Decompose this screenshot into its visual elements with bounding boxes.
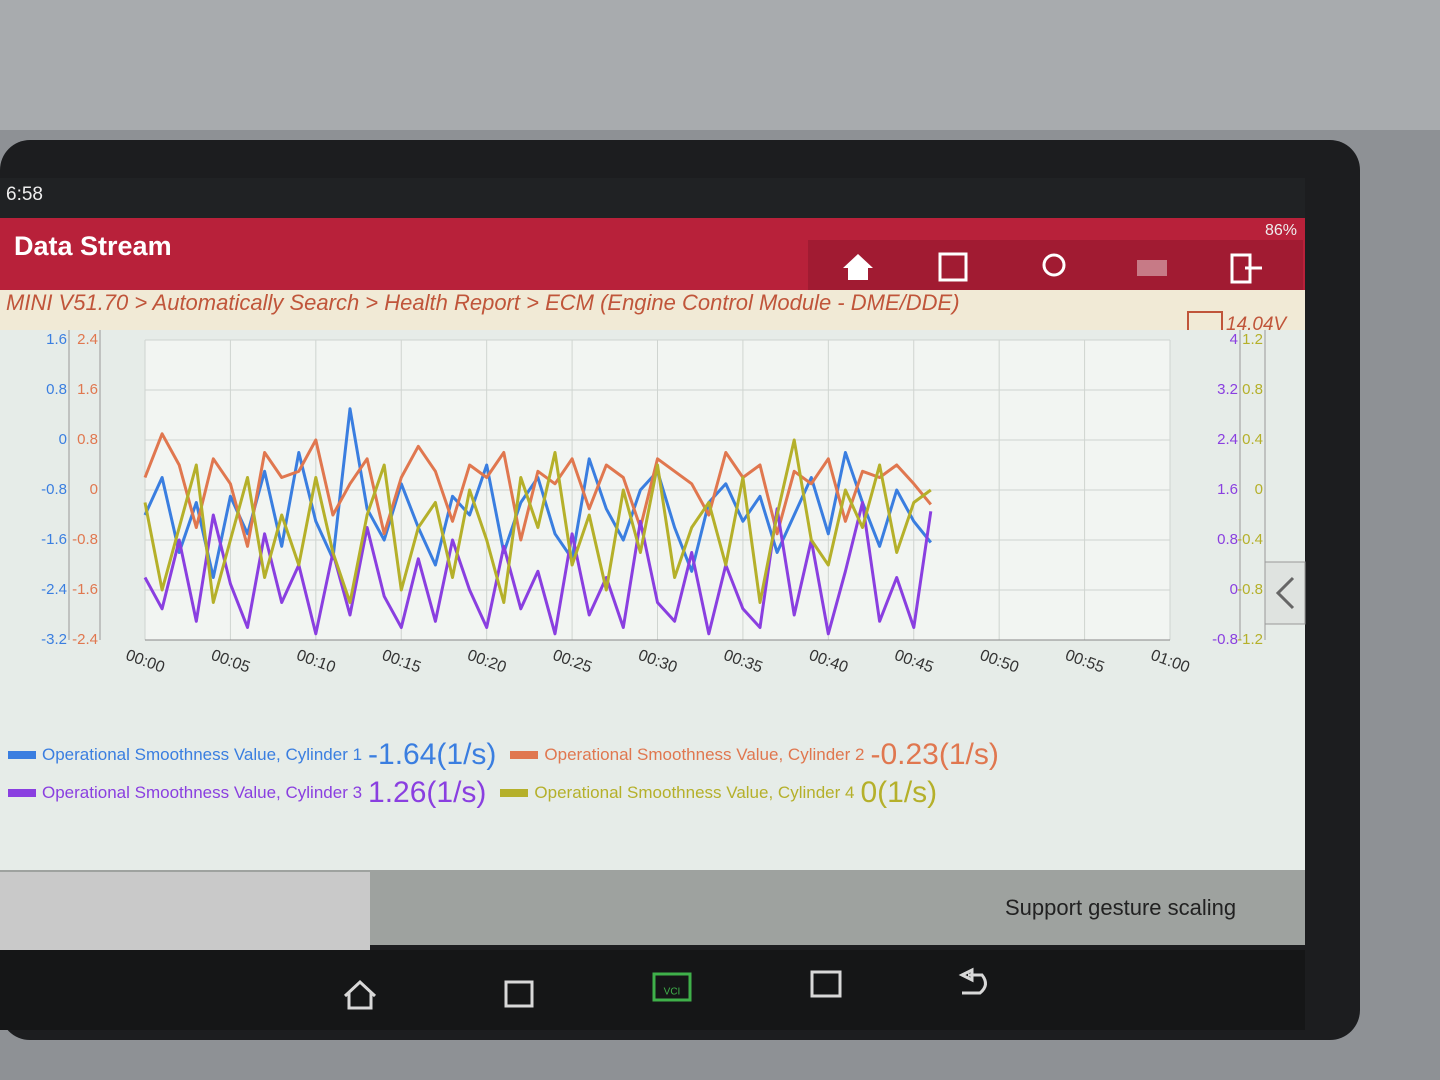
breadcrumb: MINI V51.70 > Automatically Search > Hea…	[6, 290, 960, 315]
y-tick-label: -0.8	[1237, 581, 1263, 598]
y-tick-label: 1.2	[1242, 331, 1263, 348]
y-tick-label: 0.8	[77, 431, 98, 448]
side-toggle[interactable]	[1264, 561, 1306, 625]
y-tick-label: -2.4	[41, 581, 67, 598]
bezel-top	[0, 0, 1440, 130]
y-tick-label: 0.8	[1217, 531, 1238, 548]
y-tick-label: 1.6	[77, 381, 98, 398]
toolbar	[808, 240, 1303, 290]
nav-screenshot[interactable]	[810, 970, 842, 998]
nav-vci[interactable]	[652, 972, 692, 1002]
legend-value: -0.23(1/s)	[870, 738, 999, 771]
legend-value: 1.26(1/s)	[368, 776, 487, 809]
legend-entry: Operational Smoothness Value, Cylinder 3…	[8, 776, 486, 810]
legend-entry: Operational Smoothness Value, Cylinder 4…	[500, 776, 937, 810]
y-tick-label: -0.4	[1237, 531, 1263, 548]
y-tick-label: 3.2	[1217, 381, 1238, 398]
print-icon[interactable]	[1137, 260, 1167, 276]
nav-icons	[343, 967, 987, 1010]
home-icon[interactable]	[843, 254, 873, 280]
legend-entry: Operational Smoothness Value, Cylinder 1…	[8, 738, 496, 772]
exit-icon[interactable]	[1230, 253, 1262, 284]
status-time: 6:58	[6, 184, 43, 205]
y-tick-label: 0.4	[1242, 431, 1263, 448]
y-tick-label: -0.8	[1212, 631, 1238, 648]
legend-value: -1.64(1/s)	[368, 738, 497, 771]
y-tick-label: 0.8	[46, 381, 67, 398]
y-tick-label: 0	[1255, 481, 1263, 498]
y-tick-label: 0	[90, 481, 98, 498]
nav-back[interactable]	[958, 967, 987, 995]
legend-name: Operational Smoothness Value, Cylinder 2	[544, 745, 865, 764]
legend-name: Operational Smoothness Value, Cylinder 1	[42, 745, 363, 764]
y-tick-label: -1.6	[72, 581, 98, 598]
legend: Operational Smoothness Value, Cylinder 1…	[8, 738, 1273, 810]
y-tick-label: 1.6	[1217, 481, 1238, 498]
y-tick-label: 0	[1230, 581, 1238, 598]
legend-swatch	[8, 789, 36, 797]
edit-icon[interactable]	[938, 252, 968, 282]
series-line	[143, 501, 933, 636]
gesture-hint: Support gesture scaling	[1005, 895, 1237, 920]
user-icon[interactable]	[1042, 253, 1066, 277]
y-tick-label: -3.2	[41, 631, 67, 648]
series-line	[143, 438, 932, 604]
legend-swatch	[8, 751, 36, 759]
side-toggle-arrow	[1275, 576, 1295, 610]
y-tick-label: -2.4	[72, 631, 98, 648]
y-tick-label: -0.8	[72, 531, 98, 548]
nav-recent[interactable]	[504, 980, 534, 1008]
y-tick-label: 2.4	[1217, 431, 1238, 448]
breadcrumb-bar	[0, 290, 1305, 330]
y-tick-label: 4	[1230, 331, 1238, 348]
y-tick-label: 0.8	[1242, 381, 1263, 398]
battery-voltage: 14.04V	[1226, 314, 1287, 335]
y-tick-label: 2.4	[77, 331, 98, 348]
legend-entry: Operational Smoothness Value, Cylinder 2…	[510, 738, 999, 772]
y-tick-label: -1.6	[41, 531, 67, 548]
legend-swatch	[500, 789, 529, 797]
y-tick-label: 0	[59, 431, 67, 448]
legend-value: 0(1/s)	[860, 776, 938, 809]
toolbar-icons	[843, 252, 1262, 284]
y-tick-label: -0.8	[41, 481, 67, 498]
page-title: Data Stream	[14, 231, 172, 261]
nav-home[interactable]	[343, 979, 377, 1010]
status-bar	[0, 178, 1305, 218]
status-battery: 86%	[1265, 222, 1298, 239]
vci-label: VCI	[664, 987, 681, 998]
legend-name: Operational Smoothness Value, Cylinder 3	[42, 783, 363, 802]
y-tick-label: -1.2	[1237, 631, 1263, 648]
legend-swatch	[510, 751, 539, 759]
legend-name: Operational Smoothness Value, Cylinder 4	[534, 783, 855, 802]
y-tick-label: 1.6	[46, 331, 67, 348]
